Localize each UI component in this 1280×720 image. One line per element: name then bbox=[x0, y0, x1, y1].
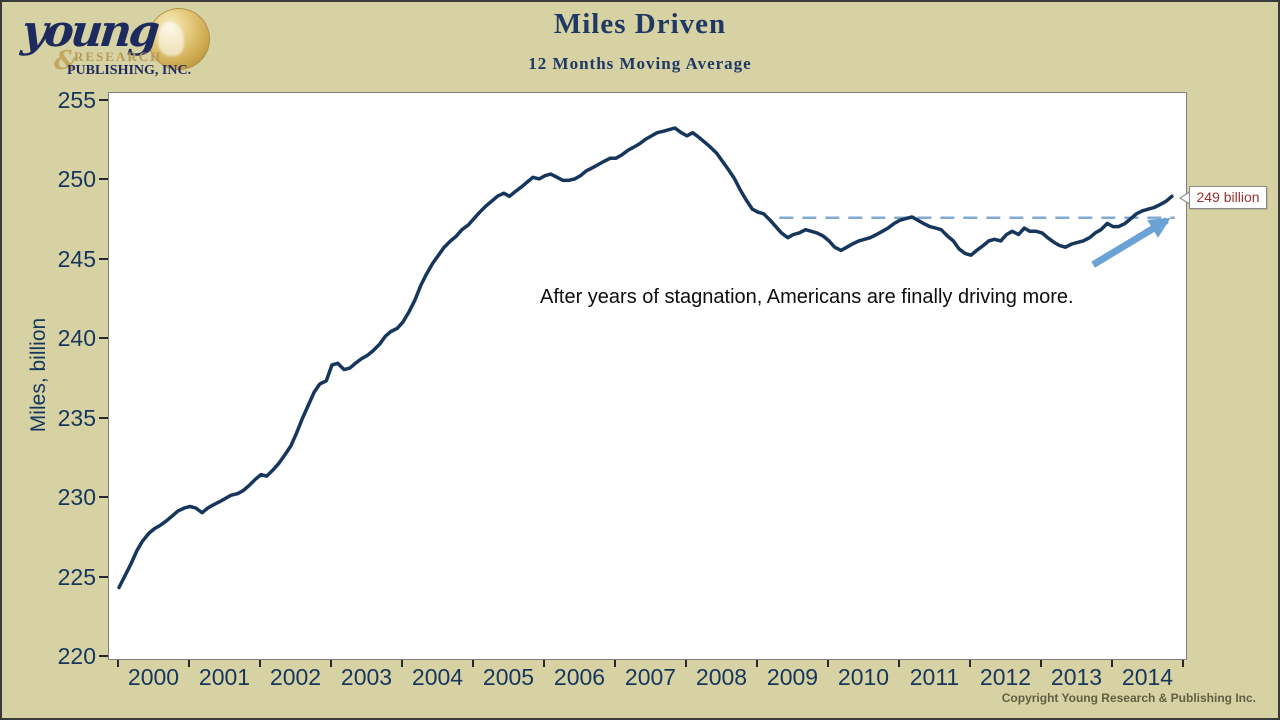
y-tick-label: 255 bbox=[57, 86, 96, 113]
x-tick-mark bbox=[614, 660, 616, 667]
x-tick-label: 2003 bbox=[340, 664, 393, 690]
logo-ampersand: & bbox=[54, 46, 78, 76]
callout-left-pointer-icon bbox=[1179, 191, 1190, 205]
x-tick-mark bbox=[401, 660, 403, 667]
y-tick-label: 245 bbox=[57, 245, 96, 272]
x-tick-label: 2011 bbox=[909, 664, 960, 690]
x-tick-mark bbox=[1040, 660, 1042, 667]
globe-icon bbox=[148, 8, 210, 70]
x-tick-label: 2010 bbox=[837, 664, 890, 690]
x-tick-mark bbox=[827, 660, 829, 667]
y-tick-label: 235 bbox=[57, 404, 96, 431]
x-tick-label: 2000 bbox=[127, 664, 180, 690]
miles-driven-series-line bbox=[117, 126, 1174, 590]
chart-title: Miles Driven bbox=[553, 8, 727, 40]
y-tick-mark bbox=[99, 575, 108, 578]
y-tick-mark bbox=[99, 178, 108, 181]
value-callout: 249 billion bbox=[1179, 186, 1267, 209]
x-tick-label: 2006 bbox=[553, 664, 606, 690]
x-tick-label: 2008 bbox=[695, 664, 748, 690]
y-tick-mark bbox=[99, 257, 108, 260]
y-tick-label: 240 bbox=[57, 325, 96, 352]
x-tick-label: 2007 bbox=[624, 664, 677, 690]
y-tick-label: 225 bbox=[57, 563, 96, 590]
y-tick-mark bbox=[99, 337, 108, 340]
x-tick-label: 2012 bbox=[979, 664, 1032, 690]
young-research-logo: young & RESEARCH PUBLISHING, INC. bbox=[14, 4, 234, 82]
x-tick-mark bbox=[259, 660, 261, 667]
line-chart-canvas bbox=[117, 126, 1175, 590]
x-tick-label: 2005 bbox=[482, 664, 535, 690]
x-tick-mark bbox=[756, 660, 758, 667]
x-tick-label: 2014 bbox=[1121, 664, 1174, 690]
x-tick-mark bbox=[1182, 660, 1184, 667]
plot-area bbox=[108, 92, 1187, 660]
y-tick-mark bbox=[99, 496, 108, 499]
logo-publishing-text: PUBLISHING, INC. bbox=[67, 63, 192, 78]
annotation-text: After years of stagnation, Americans are… bbox=[540, 286, 1074, 308]
x-tick-label: 2002 bbox=[269, 664, 322, 690]
callout-label: 249 billion bbox=[1196, 189, 1260, 205]
y-tick-mark bbox=[99, 655, 108, 658]
x-tick-mark bbox=[969, 660, 971, 667]
x-tick-mark bbox=[472, 660, 474, 667]
y-tick-mark bbox=[99, 416, 108, 419]
y-tick-label: 230 bbox=[57, 484, 96, 511]
upward-trend-arrow bbox=[1091, 217, 1171, 268]
x-tick-mark bbox=[898, 660, 900, 667]
y-tick-label: 250 bbox=[57, 166, 96, 193]
x-tick-mark bbox=[543, 660, 545, 667]
chart-subtitle: 12 Months Moving Average bbox=[528, 54, 752, 73]
y-axis-title: Miles, billion bbox=[27, 317, 50, 433]
x-tick-mark bbox=[117, 660, 119, 667]
x-tick-label: 2004 bbox=[411, 664, 464, 690]
x-tick-label: 2001 bbox=[198, 664, 251, 690]
x-tick-mark bbox=[685, 660, 687, 667]
x-tick-label: 2009 bbox=[766, 664, 819, 690]
x-tick-mark bbox=[1111, 660, 1113, 667]
y-tick-label: 220 bbox=[57, 643, 96, 670]
x-tick-mark bbox=[330, 660, 332, 667]
logo-research-text: RESEARCH bbox=[74, 49, 163, 64]
x-tick-mark bbox=[188, 660, 190, 667]
copyright-text: Copyright Young Research & Publishing In… bbox=[1001, 691, 1256, 705]
y-tick-mark bbox=[99, 98, 108, 101]
x-tick-label: 2013 bbox=[1050, 664, 1103, 690]
